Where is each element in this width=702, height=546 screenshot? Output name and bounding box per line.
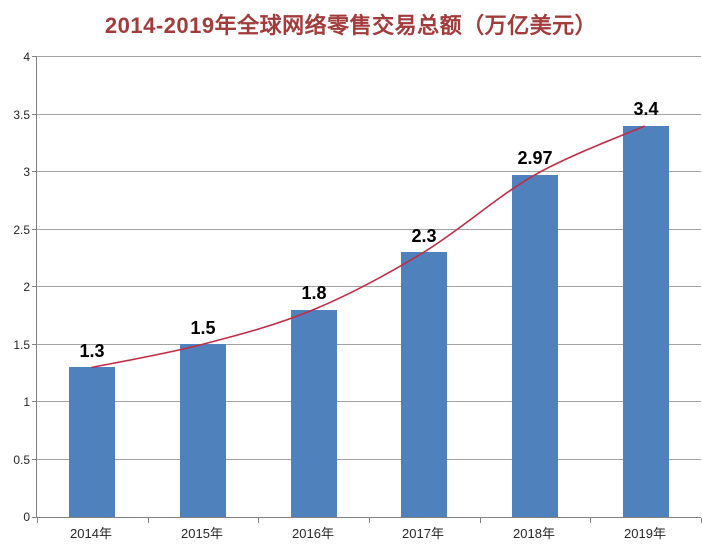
bar	[512, 175, 558, 517]
bar	[623, 126, 669, 517]
bar-value-label: 1.3	[79, 341, 105, 361]
y-axis-tick	[32, 458, 37, 460]
y-axis-tick	[32, 343, 37, 345]
x-axis-tick	[480, 518, 481, 523]
bar	[69, 367, 115, 517]
y-axis-tick-label: 3	[23, 165, 30, 179]
x-axis-tick	[590, 518, 591, 523]
y-axis-tick-label: 0	[23, 510, 30, 524]
x-axis-label: 2019年	[624, 526, 666, 541]
y-axis-tick	[32, 401, 37, 402]
y-axis-tick-label: 1	[23, 395, 30, 409]
gridline	[37, 286, 701, 287]
x-axis-label: 2014年	[70, 526, 112, 541]
gridline	[37, 458, 701, 460]
y-axis-tick-label: 3.5	[13, 107, 30, 122]
y-axis-tick-label: 1.5	[13, 337, 30, 352]
gridline	[37, 343, 701, 345]
x-axis-tick	[258, 518, 259, 523]
bar-value-label: 1.5	[190, 318, 216, 338]
x-axis-tick	[369, 518, 370, 523]
y-axis-tick	[32, 171, 37, 172]
bar-value-label: 3.4	[633, 99, 659, 119]
x-axis-label: 2015年	[181, 526, 223, 541]
y-axis-tick-label: 2.5	[13, 222, 30, 237]
y-axis-tick	[32, 228, 37, 230]
bar	[291, 310, 337, 517]
chart-title: 2014-2019年全球网络零售交易总额（万亿美元）	[104, 13, 598, 38]
x-axis-tick	[37, 518, 38, 523]
bar-value-label: 1.8	[301, 283, 327, 303]
bar	[180, 344, 226, 517]
x-axis-label: 2016年	[292, 526, 334, 541]
x-axis-label: 2018年	[513, 526, 555, 541]
y-axis-tick	[32, 517, 37, 518]
x-axis-label: 2017年	[402, 526, 444, 541]
gridline	[37, 113, 701, 115]
gridline	[37, 401, 701, 402]
gridline	[37, 56, 701, 57]
y-axis-tick-label: 2	[23, 280, 30, 294]
y-axis-tick	[32, 113, 37, 115]
gridline	[37, 228, 701, 230]
bar	[401, 252, 447, 517]
bar-value-label: 2.3	[411, 226, 437, 246]
y-axis-tick-label: 4	[23, 50, 30, 64]
gridline	[37, 171, 701, 172]
bar-value-label: 2.97	[517, 148, 553, 168]
x-axis-tick	[148, 518, 149, 523]
y-axis-tick-label: 0.5	[13, 452, 30, 467]
y-axis-tick	[32, 56, 37, 57]
plot-area: 1.3 1.5 1.8 2.3 2.97 3.4	[32, 56, 702, 523]
y-axis-tick	[32, 286, 37, 287]
